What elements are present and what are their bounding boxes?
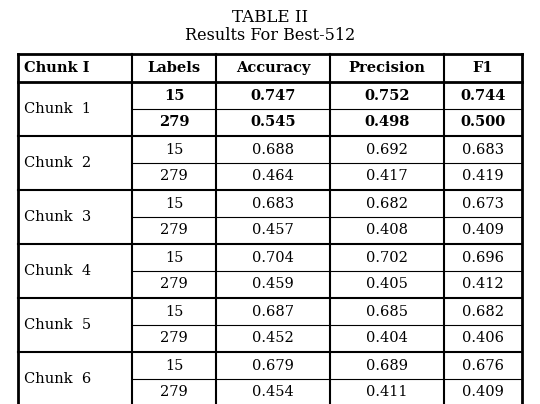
Text: Accuracy: Accuracy — [236, 61, 310, 75]
Text: 15: 15 — [164, 88, 184, 103]
Text: 0.419: 0.419 — [462, 170, 504, 183]
Text: 0.408: 0.408 — [366, 223, 408, 238]
Text: Chunk  3: Chunk 3 — [24, 210, 91, 224]
Text: 0.409: 0.409 — [462, 223, 504, 238]
Text: 0.682: 0.682 — [366, 196, 408, 210]
Text: 0.404: 0.404 — [366, 332, 408, 345]
Text: 0.682: 0.682 — [462, 305, 504, 318]
Text: 15: 15 — [165, 196, 183, 210]
Text: 0.692: 0.692 — [366, 143, 408, 156]
Text: 15: 15 — [165, 143, 183, 156]
Text: 0.683: 0.683 — [252, 196, 294, 210]
Text: 0.454: 0.454 — [252, 385, 294, 400]
Text: 0.687: 0.687 — [252, 305, 294, 318]
Text: 0.747: 0.747 — [251, 88, 296, 103]
Text: 279: 279 — [160, 332, 188, 345]
Text: Chunk  2: Chunk 2 — [24, 156, 91, 170]
Text: Results For Best-512: Results For Best-512 — [185, 27, 355, 44]
Text: 0.500: 0.500 — [461, 116, 505, 130]
Text: 0.704: 0.704 — [252, 250, 294, 265]
Text: 279: 279 — [160, 278, 188, 292]
Text: 279: 279 — [159, 116, 190, 130]
Text: 0.702: 0.702 — [366, 250, 408, 265]
Text: 0.411: 0.411 — [366, 385, 408, 400]
Text: Chunk  5: Chunk 5 — [24, 318, 91, 332]
Text: 0.689: 0.689 — [366, 358, 408, 372]
Text: 0.464: 0.464 — [252, 170, 294, 183]
Text: Chunk  4: Chunk 4 — [24, 264, 91, 278]
Text: F1: F1 — [472, 61, 494, 75]
Text: 0.752: 0.752 — [364, 88, 410, 103]
Text: 15: 15 — [165, 358, 183, 372]
Text: 0.405: 0.405 — [366, 278, 408, 292]
Text: 0.744: 0.744 — [460, 88, 505, 103]
Text: TABLE II: TABLE II — [232, 10, 308, 27]
Text: 0.673: 0.673 — [462, 196, 504, 210]
Text: Chunk  1: Chunk 1 — [24, 102, 91, 116]
Text: 0.683: 0.683 — [462, 143, 504, 156]
Text: 0.685: 0.685 — [366, 305, 408, 318]
Text: Precision: Precision — [349, 61, 426, 75]
Text: 0.696: 0.696 — [462, 250, 504, 265]
Text: 0.676: 0.676 — [462, 358, 504, 372]
Text: 279: 279 — [160, 223, 188, 238]
Text: 0.688: 0.688 — [252, 143, 294, 156]
Text: 0.452: 0.452 — [252, 332, 294, 345]
Text: 0.409: 0.409 — [462, 385, 504, 400]
Text: 15: 15 — [165, 305, 183, 318]
Text: 0.679: 0.679 — [252, 358, 294, 372]
Text: 0.417: 0.417 — [366, 170, 408, 183]
Text: 15: 15 — [165, 250, 183, 265]
Text: 279: 279 — [160, 170, 188, 183]
Text: 279: 279 — [160, 385, 188, 400]
Text: 0.459: 0.459 — [252, 278, 294, 292]
Text: Labels: Labels — [147, 61, 201, 75]
Text: Chunk I: Chunk I — [24, 61, 90, 75]
Text: 0.457: 0.457 — [252, 223, 294, 238]
Text: 0.412: 0.412 — [462, 278, 504, 292]
Text: 0.498: 0.498 — [364, 116, 410, 130]
Text: 0.545: 0.545 — [251, 116, 296, 130]
Text: Chunk  6: Chunk 6 — [24, 372, 91, 386]
Text: 0.406: 0.406 — [462, 332, 504, 345]
